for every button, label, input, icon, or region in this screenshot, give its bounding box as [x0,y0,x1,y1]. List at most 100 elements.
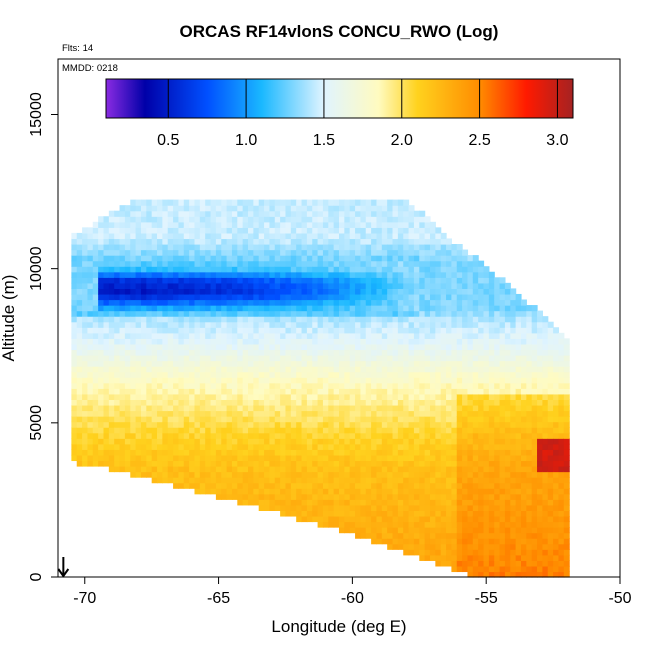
heatmap-cell [558,538,565,545]
heatmap-cell [76,416,83,423]
heatmap-cell [274,305,281,312]
heatmap-cell [360,349,367,356]
heatmap-cell [371,199,378,206]
heatmap-cell [199,388,206,395]
heatmap-cell [376,482,383,489]
heatmap-cell [435,449,442,456]
heatmap-cell [355,432,362,439]
heatmap-cell [424,316,431,323]
heatmap-cell [365,205,372,212]
heatmap-cell [419,305,426,312]
heatmap-cell [205,454,212,462]
heatmap-cell [71,338,78,345]
heatmap-cell [547,543,554,550]
heatmap-cell [355,260,362,267]
heatmap-cell [456,299,463,306]
heatmap-cell [435,310,442,317]
heatmap-cell [328,410,335,417]
heatmap-cell [264,221,271,228]
heatmap-cell [440,299,447,306]
heatmap-cell [339,227,345,234]
heatmap-cell [108,355,115,362]
heatmap-cell [140,227,147,234]
heatmap-cell [205,466,212,473]
heatmap-cell [290,371,297,378]
heatmap-cell [397,504,404,511]
heatmap-cell [526,360,533,367]
heatmap-cell [520,421,527,428]
heatmap-cell [435,255,442,262]
heatmap-cell [488,438,495,445]
heatmap-cell [98,238,105,245]
heatmap-cell [424,404,431,412]
heatmap-cell [124,293,131,301]
heatmap-cell [355,293,362,301]
heatmap-cell [494,554,501,561]
heatmap-cell [333,388,340,395]
heatmap-cell [296,438,303,445]
heatmap-cell [87,438,94,445]
heatmap-cell [140,443,147,450]
heatmap-cell [258,382,265,389]
heatmap-cell [510,454,517,462]
heatmap-cell [269,488,276,495]
heatmap-cell [215,205,222,212]
heatmap-cell [504,560,511,567]
heatmap-cell [424,355,431,362]
heatmap-cell [119,421,126,428]
heatmap-cell [215,466,222,473]
heatmap-cell [140,316,147,323]
heatmap-cell [189,343,196,351]
heatmap-cell [108,210,115,217]
heatmap-cell [403,293,410,301]
heatmap-cell [451,255,458,262]
heatmap-cell [306,216,313,223]
heatmap-cell [520,510,527,517]
heatmap-cell [504,399,511,406]
heatmap-cell [114,282,121,289]
heatmap-cell [558,438,565,445]
heatmap-cell [413,355,420,362]
heatmap-cell [408,321,415,328]
heatmap-cell [472,554,479,561]
heatmap-cell [248,388,254,395]
heatmap-cell [178,310,185,317]
heatmap-cell [419,504,426,511]
heatmap-cell [205,316,212,323]
heatmap-cell [349,515,356,523]
heatmap-cell [526,510,533,517]
heatmap-cell [296,466,303,473]
heatmap-cell [274,277,281,284]
heatmap-cell [429,260,436,267]
heatmap-cell [355,205,362,212]
heatmap-cell [301,216,308,223]
heatmap-cell [253,332,260,339]
heatmap-cell [146,416,153,423]
heatmap-cell [494,571,501,578]
heatmap-cell [146,432,153,439]
heatmap-cell [349,449,356,456]
heatmap-cell [103,366,110,373]
heatmap-cell [135,221,142,228]
heatmap-cell [488,332,495,339]
heatmap-cell [301,288,308,295]
heatmap-cell [488,355,495,362]
heatmap-cell [558,504,565,511]
heatmap-cell [365,316,372,323]
heatmap-cell [92,432,99,439]
heatmap-cell [285,510,292,517]
heatmap-cell [114,332,121,339]
heatmap-cell [339,332,345,339]
heatmap-cell [419,482,426,489]
heatmap-cell [435,293,442,301]
heatmap-cell [547,504,554,511]
heatmap-cell [515,527,522,534]
heatmap-cell [478,371,485,378]
heatmap-cell [76,399,83,406]
heatmap-cell [553,349,560,356]
heatmap-cell [387,538,394,545]
heatmap-cell [146,393,153,400]
heatmap-cell [317,205,324,212]
heatmap-cell [349,266,356,273]
heatmap-cell [339,382,345,389]
